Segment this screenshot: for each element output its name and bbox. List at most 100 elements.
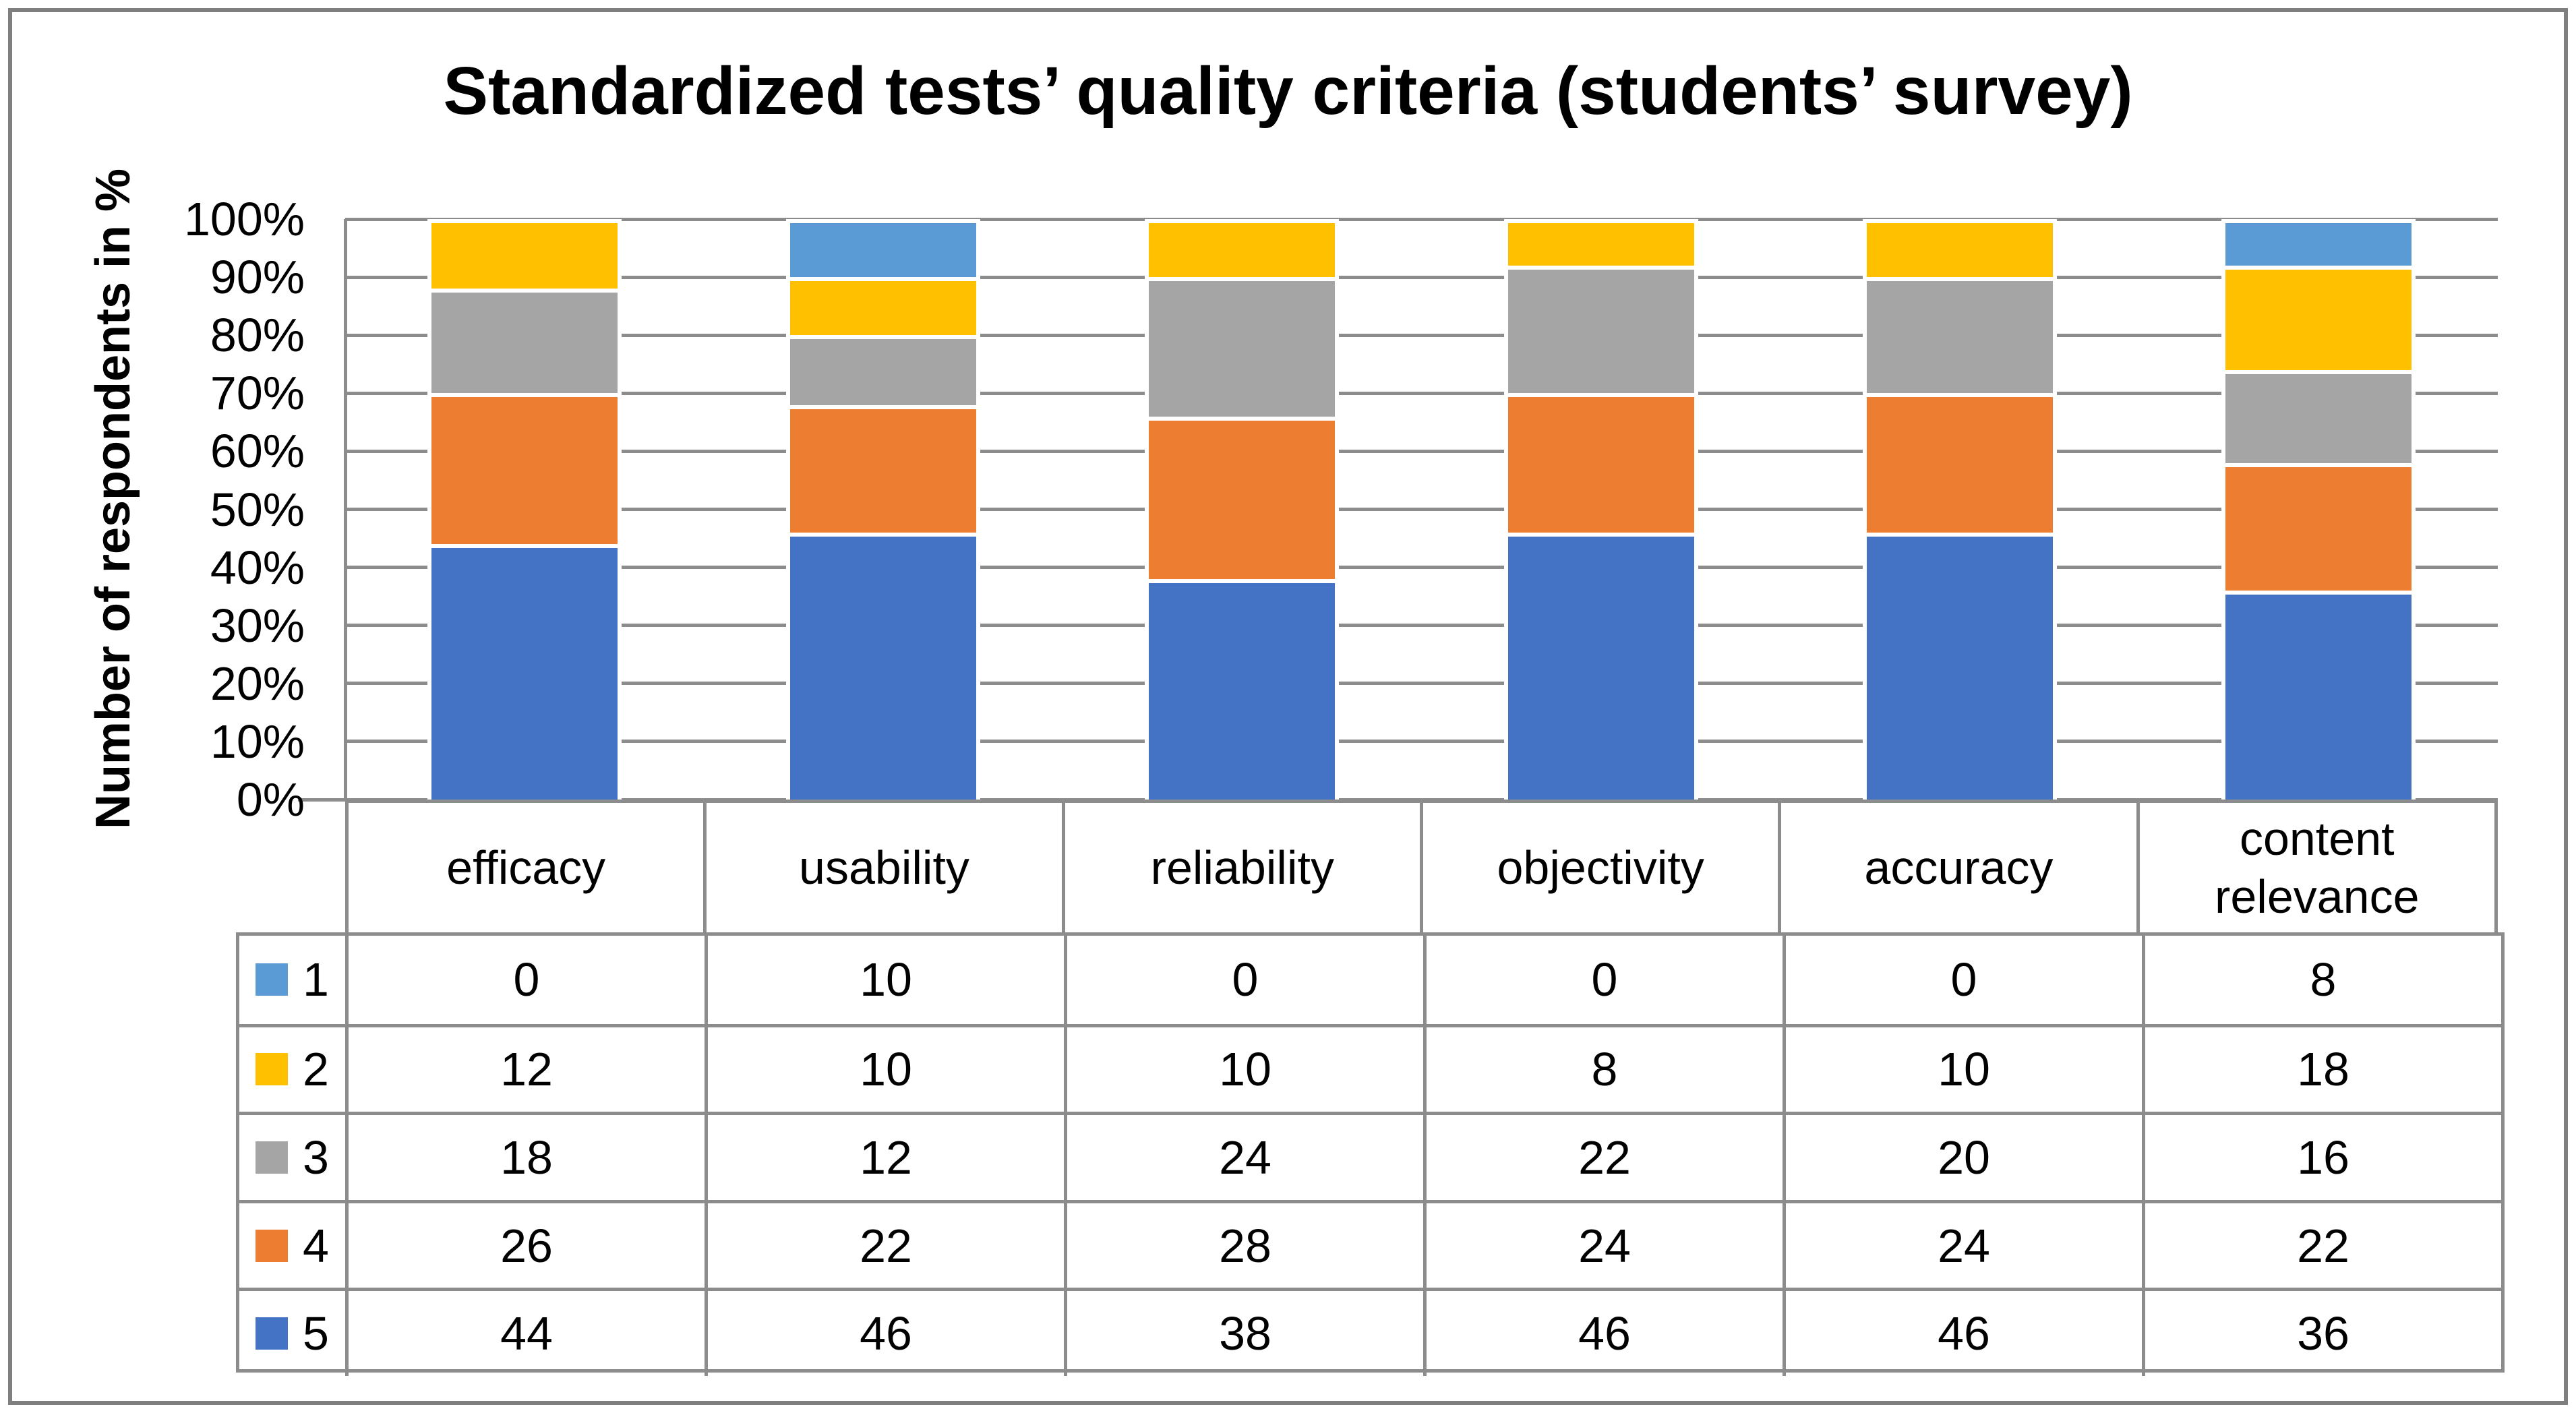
y-tick-label-100: 100% xyxy=(183,193,305,245)
table-cell-series4-col4: 24 xyxy=(1427,1203,1786,1288)
bar-segment-series4-accuracy xyxy=(1866,393,2053,533)
bar-segment-series2-reliability xyxy=(1149,219,1336,278)
table-cell-series2-col6: 18 xyxy=(2297,1043,2349,1096)
table-row-series-2: 2 12 10 10 8 10 18 xyxy=(239,1023,2501,1112)
bar-segment-series2-content-relevance xyxy=(2225,265,2412,370)
gridline-60 xyxy=(345,449,2498,453)
table-cell-series5-col1: 44 xyxy=(349,1291,708,1376)
bar-segment-series2-efficacy xyxy=(431,219,618,289)
gridline-30 xyxy=(345,624,2498,628)
bar-segment-series4-efficacy xyxy=(431,393,618,545)
y-tick-label-90: 90% xyxy=(210,251,305,304)
bar-segment-series1-usability xyxy=(790,219,977,278)
bar-segment-series3-content-relevance xyxy=(2225,369,2412,463)
y-tick-label-10: 10% xyxy=(210,715,305,768)
table-cell-series1-col4: 0 xyxy=(1427,936,1786,1024)
table-cell-series2-col1: 12 xyxy=(349,1027,708,1112)
legend-swatch-icon-series-2 xyxy=(256,1053,289,1086)
legend-swatch-icon-series-1 xyxy=(256,963,289,996)
table-cell-series2-col5: 10 xyxy=(1786,1027,2145,1112)
table-cell-series5-col2: 46 xyxy=(708,1291,1067,1376)
bar-segment-series4-reliability xyxy=(1149,416,1336,579)
legend-series-label: 2 xyxy=(303,1043,329,1096)
stacked-bar-usability xyxy=(786,219,981,800)
legend-series-label: 4 xyxy=(303,1219,329,1272)
table-cell-series4-col3: 28 xyxy=(1067,1203,1427,1288)
table-cell-series1-col2: 10 xyxy=(708,936,1067,1024)
bar-segment-series5-content-relevance xyxy=(2225,591,2412,800)
gridline-50 xyxy=(345,508,2498,511)
legend-series-label: 5 xyxy=(303,1307,329,1360)
table-cell-series5-col3: 38 xyxy=(1067,1291,1427,1376)
legend-key-5: 5 xyxy=(239,1291,349,1376)
table-cell-series5-col4: 46 xyxy=(1427,1291,1786,1376)
bar-segment-series1-content-relevance xyxy=(2225,219,2412,266)
legend-series-label: 3 xyxy=(303,1131,329,1184)
table-cell-series3-col3: 24 xyxy=(1067,1115,1427,1200)
gridline-90 xyxy=(345,275,2498,279)
legend-key-1: 1 xyxy=(239,936,349,1024)
category-header-label: objectivity xyxy=(1497,841,1704,894)
y-tick-label-20: 20% xyxy=(210,657,305,710)
legend-key-2: 2 xyxy=(239,1027,349,1112)
table-cell-series4-col1: 26 xyxy=(349,1203,708,1288)
bar-segment-series5-efficacy xyxy=(431,544,618,800)
table-cell-series4-col5: 24 xyxy=(1786,1203,2145,1288)
y-tick-label-30: 30% xyxy=(210,599,305,652)
table-row-series-5: 5 44 46 38 46 46 36 xyxy=(239,1288,2501,1376)
stacked-bar-efficacy xyxy=(427,219,622,800)
category-header-efficacy: efficacy xyxy=(349,803,707,932)
data-table-header-row: efficacy usability reliability objectivity a… xyxy=(345,800,2498,932)
y-tick-label-0: 0% xyxy=(236,773,305,826)
table-cell-series2-col3: 10 xyxy=(1067,1027,1427,1112)
bar-segment-series4-objectivity xyxy=(1507,393,1694,533)
bar-segment-series5-reliability xyxy=(1149,578,1336,800)
y-tick-label-70: 70% xyxy=(210,367,305,420)
bar-segment-series5-accuracy xyxy=(1866,532,2053,800)
stacked-bar-objectivity xyxy=(1503,219,1698,800)
table-cell-series1-col3: 0 xyxy=(1067,936,1427,1024)
bar-segment-series2-usability xyxy=(790,277,977,336)
gridline-20 xyxy=(345,682,2498,686)
legend-series-label: 1 xyxy=(303,953,329,1006)
bar-segment-series2-objectivity xyxy=(1507,219,1694,266)
stacked-bar-reliability xyxy=(1145,219,1340,800)
legend-key-3: 3 xyxy=(239,1115,349,1200)
category-header-usability: usability xyxy=(707,803,1065,932)
category-header-content-relevance: content relevance xyxy=(2140,803,2494,932)
table-cell-series3-col6: 16 xyxy=(2297,1131,2349,1184)
category-header-reliability: reliability xyxy=(1065,803,1423,932)
bar-segment-series4-content-relevance xyxy=(2225,462,2412,591)
table-cell-series1-col6: 8 xyxy=(2310,953,2337,1006)
table-cell-series3-col1: 18 xyxy=(349,1115,708,1200)
y-tick-label-40: 40% xyxy=(210,541,305,594)
data-table-body: 1 0 10 0 0 0 8 2 12 10 10 8 10 18 3 18 12 24 22 20 16 4 26 22 28… xyxy=(236,932,2505,1376)
bar-segment-series3-usability xyxy=(790,335,977,405)
legend-swatch-icon-series-5 xyxy=(256,1317,289,1350)
category-header-label: accuracy xyxy=(1864,841,2054,894)
table-cell-series3-col2: 12 xyxy=(708,1115,1067,1200)
table-cell-series3-col5: 20 xyxy=(1786,1115,2145,1200)
bar-segment-series3-reliability xyxy=(1149,277,1336,417)
table-cell-series5-col6: 36 xyxy=(2297,1307,2349,1360)
table-cell-series5-col5: 46 xyxy=(1786,1291,2145,1376)
gridline-10 xyxy=(345,740,2498,744)
table-cell-series2-col4: 8 xyxy=(1427,1027,1786,1112)
category-header-label: content relevance xyxy=(2215,812,2420,923)
table-cell-series1-col1: 0 xyxy=(349,936,708,1024)
bar-segment-series3-objectivity xyxy=(1507,265,1694,394)
category-header-label: reliability xyxy=(1150,841,1334,894)
table-row-series-4: 4 26 22 28 24 24 22 xyxy=(239,1199,2501,1288)
table-cell-series4-col6: 22 xyxy=(2297,1219,2349,1272)
bar-segment-series2-accuracy xyxy=(1866,219,2053,278)
stacked-bar-accuracy xyxy=(1862,219,2057,800)
table-cell-series3-col4: 22 xyxy=(1427,1115,1786,1200)
y-tick-label-50: 50% xyxy=(210,483,305,536)
gridline-70 xyxy=(345,391,2498,395)
table-row-series-3: 3 18 12 24 22 20 16 xyxy=(239,1112,2501,1200)
chart-title: Standardized tests’ quality criteria (st… xyxy=(443,53,2133,129)
legend-swatch-icon-series-3 xyxy=(256,1141,289,1174)
table-cell-series1-col5: 0 xyxy=(1786,936,2145,1024)
category-header-accuracy: accuracy xyxy=(1781,803,2140,932)
gridline-100 xyxy=(345,217,2498,221)
